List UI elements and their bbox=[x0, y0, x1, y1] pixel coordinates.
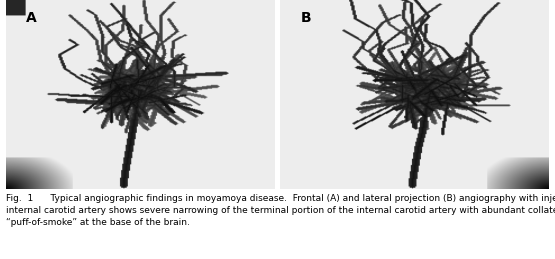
Text: A: A bbox=[26, 11, 37, 25]
Text: Fig.  1      Typical angiographic findings in moyamoya disease.  Frontal (A) and: Fig. 1 Typical angiographic findings in … bbox=[6, 194, 555, 227]
Text: B: B bbox=[300, 11, 311, 25]
